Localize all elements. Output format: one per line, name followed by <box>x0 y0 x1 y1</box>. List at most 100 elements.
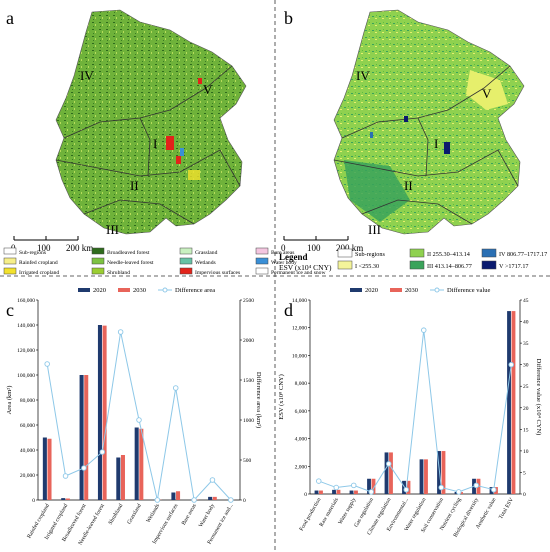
difference-point <box>136 417 142 423</box>
legend-label: Bare areas <box>271 250 294 256</box>
legend-title: Legend <box>279 252 308 262</box>
legend-swatch-2020 <box>78 288 90 292</box>
y-tick-label: 0 <box>304 492 307 498</box>
panel-letter: a <box>6 8 14 28</box>
legend-label: Impervious surfaces <box>195 269 240 276</box>
bar-2020 <box>384 452 389 494</box>
legend-label: V >1717.17 <box>499 263 529 270</box>
bar-2030 <box>389 452 393 494</box>
difference-point <box>228 497 234 503</box>
y-tick-label: 60,000 <box>20 423 35 429</box>
legend-swatch <box>179 247 193 255</box>
lake-patch <box>404 116 408 122</box>
y-right-axis-label: Difference area (km²) <box>255 372 262 428</box>
panel-letter: c <box>6 300 14 320</box>
legend-swatch <box>337 248 353 258</box>
scale-tick: 100 <box>37 243 51 253</box>
region-label: II <box>404 178 413 193</box>
legend-swatch <box>255 247 269 255</box>
region-label: IV <box>356 68 370 83</box>
bar-2020 <box>402 480 406 494</box>
bar-2020 <box>419 459 424 494</box>
y-right-tick-label: 30 <box>523 363 529 369</box>
y-right-axis-label: Difference value (x10⁴ CYN) <box>535 359 542 436</box>
panel-d: d 0 2,000 4,000 6,000 8,000 10,000 12,000 14,00… <box>278 287 542 538</box>
region-label: I <box>153 136 157 151</box>
legend-swatch <box>3 257 17 265</box>
y-tick-label: 8,000 <box>295 381 308 387</box>
legend-swatch-2030 <box>118 288 130 292</box>
difference-point <box>316 478 322 484</box>
subregion-boundary <box>63 65 233 139</box>
y-right-tick-label: 35 <box>523 341 529 347</box>
bar-2020 <box>367 478 371 494</box>
legend-subtitle: ESV (x10⁴ CNY) <box>279 263 332 272</box>
difference-point <box>172 385 179 391</box>
difference-point <box>403 486 410 493</box>
subregion-boundary <box>55 149 241 187</box>
y-tick-label: 140,000 <box>17 323 35 329</box>
legend-label: Needle-leaved forest <box>107 259 154 266</box>
bar-2030 <box>47 438 52 500</box>
difference-point <box>421 327 427 333</box>
subregion-boundary <box>417 117 429 177</box>
bar-2030 <box>424 459 428 494</box>
legend-label: Difference value <box>447 287 490 294</box>
bar-2030 <box>212 496 217 500</box>
map-shape <box>55 9 247 235</box>
legend-swatch <box>255 267 269 275</box>
difference-point <box>209 477 216 483</box>
y-right-tick-label: 1000 <box>243 418 254 424</box>
legend-label: Grassland <box>195 250 218 256</box>
legend-swatch <box>409 248 425 258</box>
legend-swatch <box>3 247 17 255</box>
y-right-tick-label: 2500 <box>243 298 254 304</box>
y-tick-label: 20,000 <box>20 473 35 479</box>
bar-2030 <box>176 491 181 500</box>
legend-label: Broadleaved forest <box>107 249 150 256</box>
y-tick-label: 12,000 <box>292 326 307 332</box>
bar-2020 <box>79 375 84 500</box>
bar-2020 <box>97 325 102 500</box>
legend-swatch <box>179 267 193 275</box>
bar-2030 <box>336 489 341 494</box>
legend-label: Water body <box>271 260 297 266</box>
bar-2030 <box>139 428 144 500</box>
difference-point <box>456 489 462 495</box>
map-legend: Sub-regions Rainfed cropland Irrigated cro… <box>3 247 326 276</box>
legend-label: Difference area <box>175 287 215 294</box>
bar-2020 <box>332 489 336 494</box>
bar-2030 <box>319 490 323 494</box>
x-tick-label: Wetlands <box>146 503 162 524</box>
legend-label: Rainfed cropland <box>19 259 58 266</box>
region-label: IV <box>80 68 94 83</box>
subregion-boundary <box>139 117 151 177</box>
y-tick-label: 120,000 <box>17 348 35 354</box>
y-tick-label: 80,000 <box>20 398 35 404</box>
map-legend: Sub-regions I <255.30 II 255.30–413.14 III … <box>337 248 547 270</box>
chart-c: 0 20,000 40,000 60,000 80,000 100,000 120,000 1… <box>6 287 262 546</box>
bar-2030 <box>65 498 70 500</box>
lake-patch <box>444 142 450 154</box>
legend-label: II 255.30–413.14 <box>427 251 470 258</box>
y-right-tick-label: 25 <box>523 384 529 390</box>
scale-bar: 0 100 200 km <box>281 236 363 253</box>
scale-tick: 200 km <box>66 243 93 253</box>
lake-patch <box>370 132 373 138</box>
legend-label: 2020 <box>365 287 378 294</box>
legend-swatch <box>481 260 497 270</box>
difference-point <box>81 465 87 471</box>
y-tick-label: 10,000 <box>292 353 307 359</box>
region-label: V <box>203 82 213 97</box>
legend-swatch-2020 <box>350 288 362 292</box>
bar-2030 <box>406 480 411 494</box>
difference-point <box>117 329 124 335</box>
bar-2020 <box>42 437 47 500</box>
y-right-tick-label: 0 <box>523 492 526 498</box>
x-tick-label: Water body <box>198 503 216 529</box>
difference-point <box>44 361 50 367</box>
y-right-tick-label: 1500 <box>243 378 254 384</box>
bar-2030 <box>354 490 358 494</box>
y-right-tick-label: 5 <box>523 470 526 476</box>
